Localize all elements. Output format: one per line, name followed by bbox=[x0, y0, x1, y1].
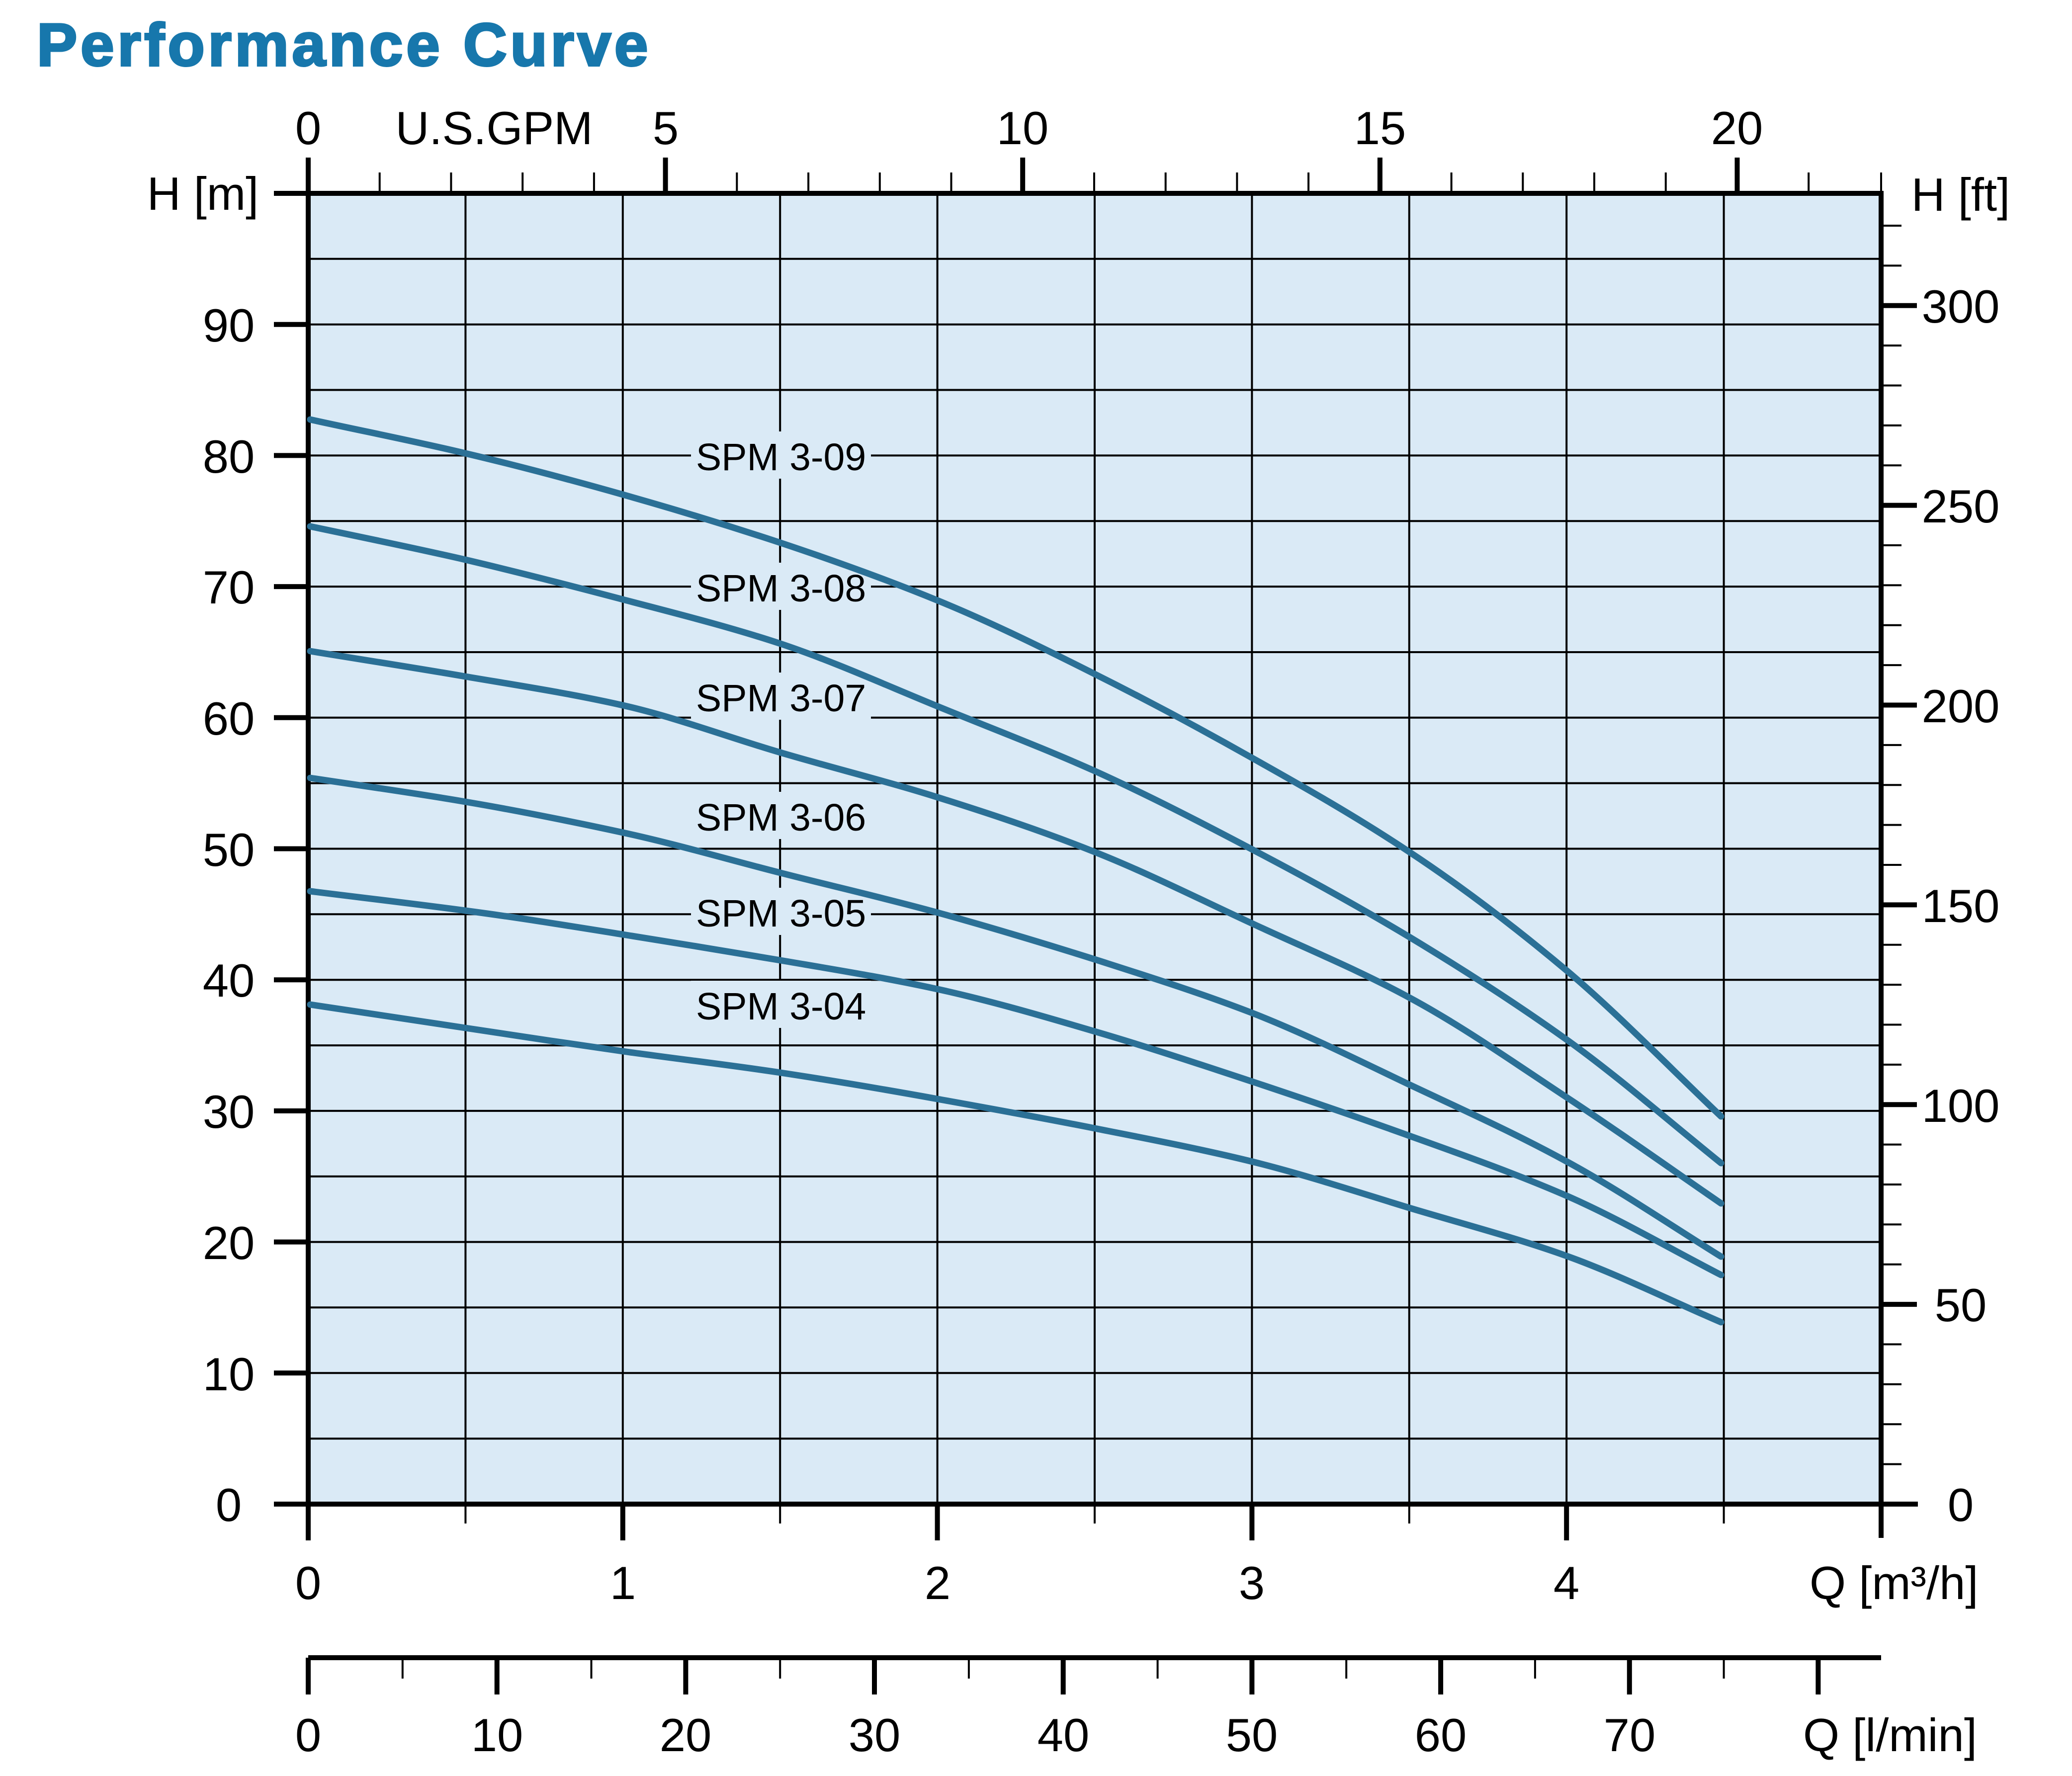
svg-text:Q [l/min]: Q [l/min] bbox=[1803, 1709, 1977, 1761]
svg-text:10: 10 bbox=[997, 102, 1049, 154]
svg-text:5: 5 bbox=[653, 102, 679, 154]
svg-text:0: 0 bbox=[295, 1557, 321, 1609]
svg-text:0: 0 bbox=[295, 1709, 321, 1761]
svg-text:300: 300 bbox=[1922, 280, 2000, 333]
svg-text:100: 100 bbox=[1922, 1080, 2000, 1132]
svg-text:SPM 3-09: SPM 3-09 bbox=[696, 436, 866, 479]
svg-text:10: 10 bbox=[471, 1709, 523, 1761]
svg-text:150: 150 bbox=[1922, 880, 2000, 932]
svg-text:SPM 3-04: SPM 3-04 bbox=[696, 985, 866, 1028]
svg-text:1: 1 bbox=[610, 1557, 636, 1609]
svg-text:200: 200 bbox=[1922, 680, 2000, 732]
svg-text:2: 2 bbox=[925, 1557, 950, 1609]
svg-text:50: 50 bbox=[1226, 1709, 1278, 1761]
svg-text:0: 0 bbox=[1948, 1479, 1974, 1531]
svg-text:50: 50 bbox=[1935, 1279, 1987, 1331]
svg-text:SPM 3-06: SPM 3-06 bbox=[696, 796, 866, 839]
svg-text:0: 0 bbox=[295, 102, 321, 154]
svg-text:40: 40 bbox=[1037, 1709, 1090, 1761]
svg-text:70: 70 bbox=[203, 561, 255, 613]
svg-text:50: 50 bbox=[203, 824, 255, 876]
svg-text:SPM 3-05: SPM 3-05 bbox=[696, 892, 866, 935]
svg-text:30: 30 bbox=[849, 1709, 901, 1761]
svg-text:60: 60 bbox=[203, 692, 255, 745]
svg-text:20: 20 bbox=[660, 1709, 712, 1761]
svg-text:4: 4 bbox=[1554, 1557, 1579, 1609]
svg-text:250: 250 bbox=[1922, 480, 2000, 532]
svg-text:60: 60 bbox=[1415, 1709, 1467, 1761]
svg-text:SPM 3-07: SPM 3-07 bbox=[696, 677, 866, 720]
svg-text:10: 10 bbox=[203, 1348, 255, 1400]
svg-text:30: 30 bbox=[203, 1086, 255, 1138]
svg-text:H [m]: H [m] bbox=[147, 168, 259, 220]
svg-text:H [ft]: H [ft] bbox=[1911, 169, 2010, 221]
svg-text:15: 15 bbox=[1354, 102, 1406, 154]
svg-text:3: 3 bbox=[1239, 1557, 1265, 1609]
svg-text:0: 0 bbox=[216, 1479, 242, 1531]
svg-text:90: 90 bbox=[203, 299, 255, 351]
svg-text:SPM 3-08: SPM 3-08 bbox=[696, 567, 866, 610]
svg-text:80: 80 bbox=[203, 430, 255, 483]
svg-text:20: 20 bbox=[1711, 102, 1763, 154]
svg-text:70: 70 bbox=[1604, 1709, 1656, 1761]
svg-text:Q [m³/h]: Q [m³/h] bbox=[1810, 1557, 1978, 1609]
svg-text:U.S.GPM: U.S.GPM bbox=[396, 102, 593, 154]
svg-text:Performance Curve: Performance Curve bbox=[37, 11, 651, 79]
svg-text:40: 40 bbox=[203, 954, 255, 1007]
svg-text:20: 20 bbox=[203, 1217, 255, 1269]
